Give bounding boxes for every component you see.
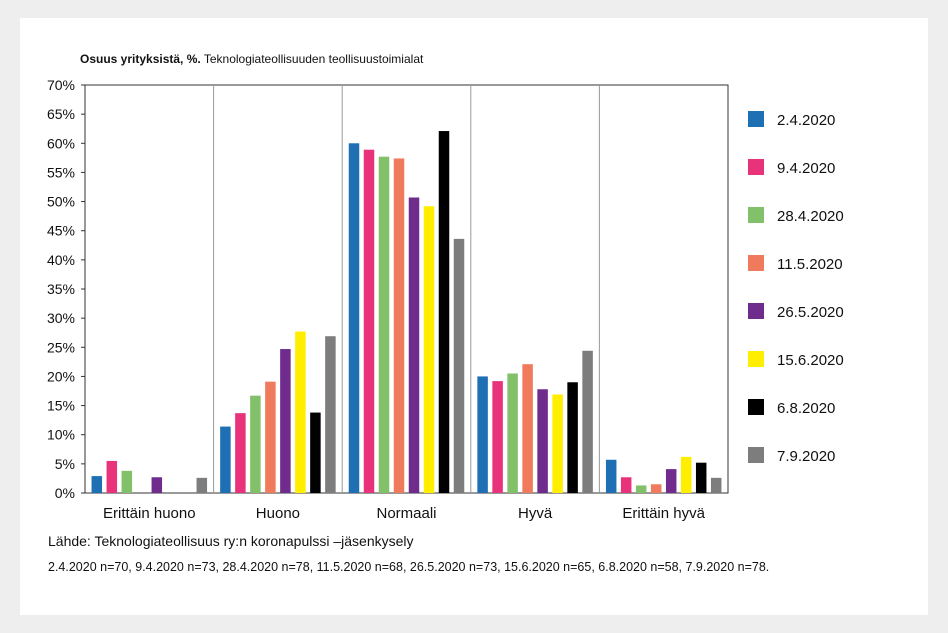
- bar: [567, 382, 578, 493]
- x-category-label: Huono: [256, 505, 300, 522]
- bar: [235, 413, 246, 493]
- bar: [665, 469, 677, 493]
- bar: [378, 156, 390, 494]
- y-tick-label: 15%: [47, 398, 75, 414]
- x-category-label: Normaali: [376, 505, 436, 522]
- bar: [250, 395, 261, 493]
- chart-card: [20, 18, 928, 615]
- bar: [121, 470, 133, 493]
- bar: [393, 158, 405, 493]
- bar: [265, 381, 276, 493]
- chart-title-rest: Teknologiateollisuuden teollisuustoimial…: [200, 52, 424, 66]
- x-category-label: Hyvä: [518, 505, 553, 522]
- bar: [438, 131, 450, 493]
- legend-label: 28.4.2020: [777, 208, 844, 225]
- y-tick-label: 35%: [47, 281, 75, 297]
- legend-label: 15.6.2020: [777, 352, 844, 369]
- bar: [151, 477, 163, 493]
- bar: [280, 349, 291, 493]
- bar: [680, 456, 692, 493]
- chart-title: Osuus yrityksistä, %. Teknologiateollisu…: [80, 52, 423, 66]
- bar: [605, 459, 617, 493]
- legend-label: 9.4.2020: [777, 160, 835, 177]
- x-category-label: Erittäin huono: [103, 505, 196, 522]
- legend-swatch: [748, 399, 764, 415]
- legend-swatch: [748, 111, 764, 127]
- source-line: Lähde: Teknologiateollisuus ry:n koronap…: [48, 533, 414, 549]
- bar: [710, 477, 722, 493]
- bar: [363, 149, 375, 493]
- chart-title-bold: Osuus yrityksistä, %.: [80, 52, 201, 66]
- y-tick-label: 70%: [47, 77, 75, 93]
- bar: [106, 460, 118, 493]
- bar: [453, 238, 465, 493]
- legend-swatch: [748, 207, 764, 223]
- bar: [552, 394, 563, 493]
- y-tick-label: 55%: [47, 164, 75, 180]
- y-tick-label: 45%: [47, 223, 75, 239]
- bar: [408, 197, 420, 493]
- bar: [537, 389, 548, 493]
- y-tick-label: 10%: [47, 427, 75, 443]
- bar: [348, 143, 360, 494]
- y-tick-label: 50%: [47, 194, 75, 210]
- bar: [492, 381, 503, 493]
- legend-swatch: [748, 159, 764, 175]
- legend-swatch: [748, 447, 764, 463]
- legend-label: 11.5.2020: [777, 256, 843, 273]
- bar: [91, 476, 103, 493]
- x-category-label: Erittäin hyvä: [622, 505, 705, 522]
- bar: [507, 373, 518, 493]
- bar: [325, 336, 336, 493]
- y-tick-label: 0%: [55, 485, 75, 501]
- legend-label: 26.5.2020: [777, 304, 844, 321]
- bar: [310, 412, 321, 493]
- y-tick-label: 65%: [47, 106, 75, 122]
- bar: [582, 350, 593, 493]
- bar: [295, 331, 306, 493]
- legend-swatch: [748, 303, 764, 319]
- bar: [423, 206, 435, 493]
- plot-frame: [84, 84, 729, 494]
- y-tick-label: 40%: [47, 252, 75, 268]
- bar: [620, 477, 632, 493]
- bar: [522, 364, 533, 493]
- y-tick-label: 25%: [47, 339, 75, 355]
- bar: [650, 484, 662, 493]
- bar: [635, 485, 647, 493]
- y-tick-label: 5%: [55, 456, 75, 472]
- bar: [220, 426, 231, 493]
- bar: [695, 462, 707, 493]
- y-tick-label: 30%: [47, 310, 75, 326]
- bar: [196, 477, 208, 493]
- legend-label: 6.8.2020: [777, 400, 835, 417]
- legend-swatch: [748, 255, 764, 271]
- sample-sizes-line: 2.4.2020 n=70, 9.4.2020 n=73, 28.4.2020 …: [48, 560, 770, 574]
- bar: [477, 376, 488, 493]
- legend-label: 7.9.2020: [777, 448, 835, 465]
- legend-swatch: [748, 351, 764, 367]
- y-tick-label: 60%: [47, 135, 75, 151]
- legend-label: 2.4.2020: [777, 112, 835, 129]
- y-tick-label: 20%: [47, 368, 75, 384]
